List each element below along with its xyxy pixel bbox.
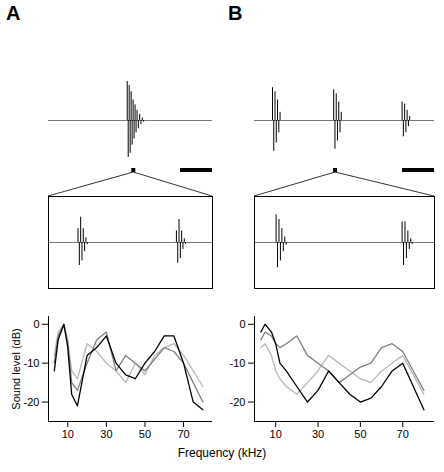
svg-text:-10: -10 [230, 357, 246, 369]
html-text:B: B [228, 2, 243, 24]
html-text:Frequency (kHz): Frequency (kHz) [177, 446, 267, 460]
svg-text:70: 70 [177, 428, 189, 440]
svg-text:30: 30 [312, 428, 324, 440]
svg-text:30: 30 [100, 428, 112, 440]
svg-text:0: 0 [33, 318, 39, 330]
html-text:A: A [6, 2, 21, 24]
svg-text:50: 50 [354, 428, 366, 440]
svg-text:-10: -10 [24, 357, 40, 369]
svg-text:0: 0 [239, 318, 245, 330]
svg-text:-20: -20 [24, 396, 40, 408]
svg-text:10: 10 [62, 428, 74, 440]
svg-text:70: 70 [397, 428, 409, 440]
svg-text:-20: -20 [230, 396, 246, 408]
svg-text:50: 50 [139, 428, 151, 440]
svg-text:Sound level (dB): Sound level (dB) [10, 328, 22, 409]
svg-text:10: 10 [270, 428, 282, 440]
